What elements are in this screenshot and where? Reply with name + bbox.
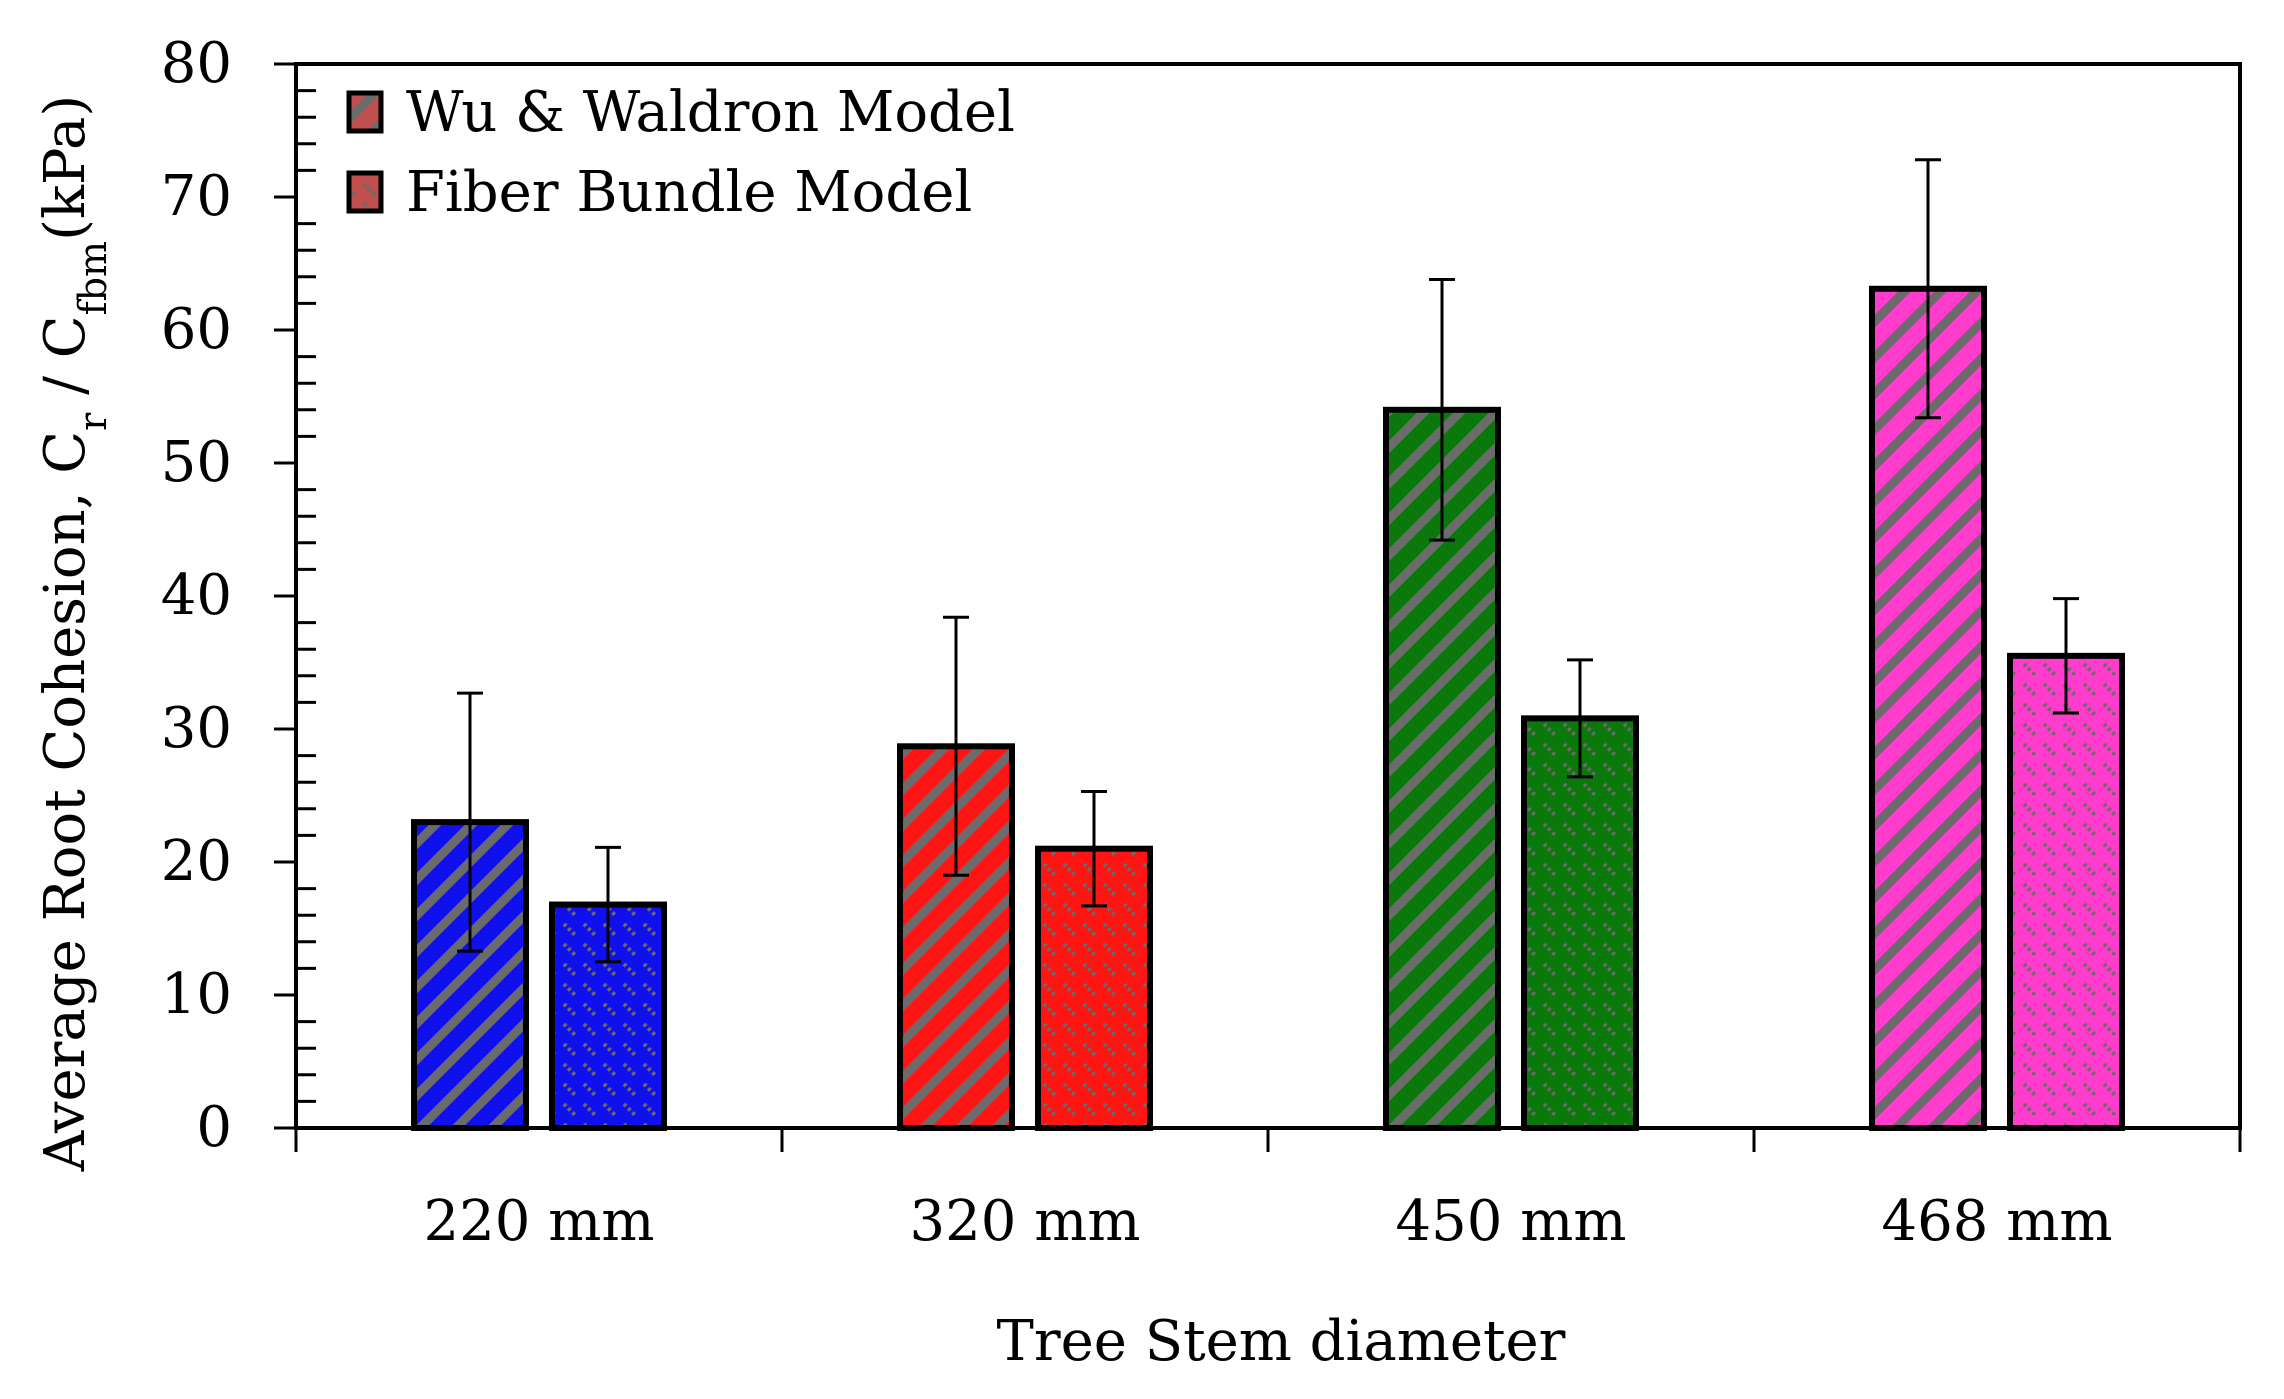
y-tick-label: 10 xyxy=(161,962,232,1027)
legend-item-fiber-bundle: Fiber Bundle Model xyxy=(346,160,972,225)
error-bar xyxy=(1915,158,1941,420)
x-tick-label: 450 mm xyxy=(1396,1189,1627,1254)
y-tick-label: 60 xyxy=(161,297,232,362)
error-bar xyxy=(943,615,969,877)
y-tick-label: 70 xyxy=(161,164,232,229)
error-bar xyxy=(2053,597,2079,715)
x-axis-title: Tree Stem diameter xyxy=(997,1309,1566,1374)
error-bar xyxy=(457,691,483,953)
x-tick-label: 220 mm xyxy=(424,1189,655,1254)
error-bar xyxy=(1429,277,1455,542)
y-tick-label: 40 xyxy=(161,563,232,628)
y-tick-label: 0 xyxy=(196,1095,232,1160)
y-tick-label: 80 xyxy=(161,31,232,96)
error-bar xyxy=(1567,658,1593,779)
legend-label-fiber-bundle: Fiber Bundle Model xyxy=(406,160,972,225)
error-bar xyxy=(1081,790,1107,908)
legend-label-wu-waldron: Wu & Waldron Model xyxy=(406,80,1015,145)
bar-fiber-bundle-468mm xyxy=(2007,652,2125,1131)
error-bar xyxy=(595,845,621,964)
y-tick-label: 30 xyxy=(161,696,232,761)
legend-swatch-wu-waldron xyxy=(346,90,384,134)
bar-wu-waldron-468mm xyxy=(1869,285,1987,1131)
legend-swatch-fiber-bundle xyxy=(346,170,384,214)
x-tick-label: 468 mm xyxy=(1882,1189,2113,1254)
bar-fiber-bundle-320mm xyxy=(1035,845,1153,1131)
y-axis-title: Average Root Cohesion, Cr / Cfbm(kPa) xyxy=(33,95,115,1173)
bar-fiber-bundle-450mm xyxy=(1521,715,1639,1131)
y-tick-label: 20 xyxy=(161,829,232,894)
legend: Wu & Waldron Model Fiber Bundle Model xyxy=(346,80,1015,225)
x-tick-label: 320 mm xyxy=(910,1189,1141,1254)
y-tick-label: 50 xyxy=(161,430,232,495)
legend-item-wu-waldron: Wu & Waldron Model xyxy=(346,80,1015,145)
